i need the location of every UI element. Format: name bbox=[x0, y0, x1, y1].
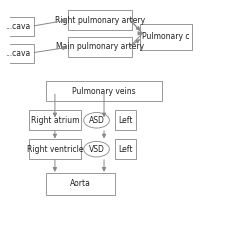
FancyBboxPatch shape bbox=[115, 110, 136, 130]
Text: Pulmonary c: Pulmonary c bbox=[142, 32, 190, 41]
Ellipse shape bbox=[84, 112, 109, 128]
Text: Right atrium: Right atrium bbox=[31, 116, 79, 125]
Text: VSD: VSD bbox=[89, 145, 104, 154]
FancyBboxPatch shape bbox=[29, 110, 81, 130]
Text: Left: Left bbox=[118, 116, 133, 125]
FancyBboxPatch shape bbox=[68, 37, 132, 57]
Ellipse shape bbox=[84, 141, 109, 157]
FancyBboxPatch shape bbox=[29, 139, 81, 159]
Text: ...cava: ...cava bbox=[5, 22, 30, 31]
FancyBboxPatch shape bbox=[68, 10, 132, 30]
FancyBboxPatch shape bbox=[8, 17, 34, 36]
Text: Pulmonary veins: Pulmonary veins bbox=[72, 87, 136, 96]
Text: ...cava: ...cava bbox=[5, 49, 30, 58]
FancyBboxPatch shape bbox=[46, 81, 162, 101]
Text: ASD: ASD bbox=[89, 116, 104, 125]
Text: Right ventricle: Right ventricle bbox=[27, 145, 83, 154]
Text: Main pulmonary artery: Main pulmonary artery bbox=[56, 43, 144, 52]
FancyBboxPatch shape bbox=[140, 24, 191, 50]
Text: Right pulmonary artery: Right pulmonary artery bbox=[55, 16, 145, 25]
FancyBboxPatch shape bbox=[8, 44, 34, 63]
Text: Left: Left bbox=[118, 145, 133, 154]
Text: Aorta: Aorta bbox=[70, 179, 91, 188]
FancyBboxPatch shape bbox=[46, 173, 115, 195]
FancyBboxPatch shape bbox=[115, 139, 136, 159]
